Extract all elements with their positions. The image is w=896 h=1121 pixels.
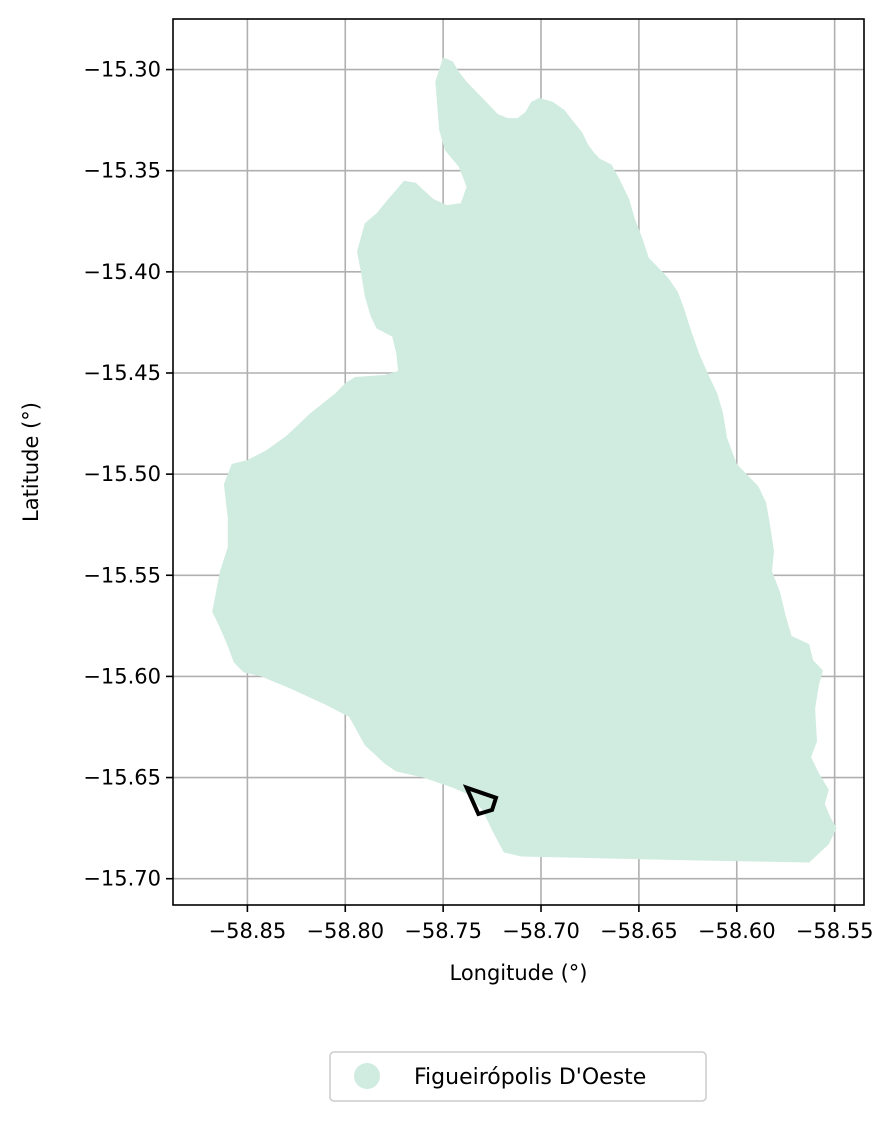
region-layer	[212, 57, 837, 863]
outlined-area	[462, 784, 499, 817]
axes-frame	[172, 18, 865, 906]
x-tick-label: −58.75	[404, 919, 482, 943]
legend-entry-label: Figueirópolis D'Oeste	[414, 1065, 646, 1090]
x-tick-label: −58.80	[306, 919, 384, 943]
x-tick-label: −58.70	[502, 919, 580, 943]
y-tick-label: −15.70	[83, 867, 161, 891]
x-tick-label: −58.55	[796, 919, 874, 943]
x-tick-label: −58.85	[209, 919, 287, 943]
y-tick-label: −15.65	[83, 766, 161, 790]
x-axis-label: Longitude (°)	[449, 961, 587, 985]
y-tick-label: −15.60	[83, 664, 161, 688]
legend-marker-icon	[354, 1063, 380, 1089]
y-ticks: −15.30 −15.35 −15.40 −15.45 −15.50 −15.55 −15.…	[83, 58, 173, 891]
y-tick-label: −15.45	[83, 361, 161, 385]
y-tick-label: −15.50	[83, 462, 161, 486]
y-tick-label: −15.40	[83, 260, 161, 284]
x-ticks: −58.85 −58.80 −58.75 −58.70 −58.65 −58.60 −58.…	[209, 905, 874, 943]
y-tick-label: −15.35	[83, 159, 161, 183]
legend: Figueirópolis D'Oeste	[329, 1051, 707, 1102]
y-axis-label: Latitude (°)	[19, 402, 43, 522]
x-tick-label: −58.65	[600, 919, 678, 943]
region-figueiropolis	[212, 57, 837, 863]
y-tick-label: −15.55	[83, 563, 161, 587]
x-tick-label: −58.60	[698, 919, 776, 943]
y-tick-label: −15.30	[83, 58, 161, 82]
legend-box	[329, 1051, 707, 1102]
